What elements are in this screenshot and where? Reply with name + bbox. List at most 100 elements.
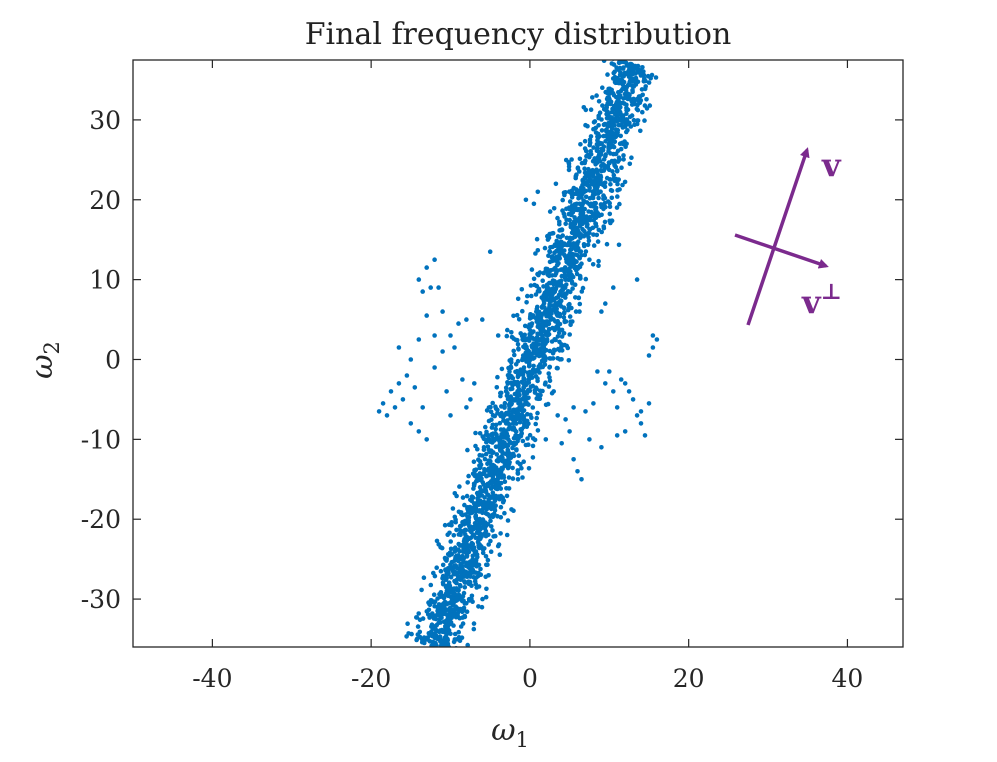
data-point [593, 177, 598, 183]
data-point [515, 460, 520, 465]
data-point [486, 532, 491, 538]
data-point [473, 507, 479, 512]
data-point [454, 586, 459, 591]
data-point [590, 95, 595, 100]
data-point [593, 162, 598, 167]
data-point [635, 107, 641, 113]
data-point [498, 393, 503, 399]
data-point [442, 599, 448, 605]
data-point [522, 376, 527, 382]
data-point [477, 452, 483, 458]
data-point [553, 285, 559, 291]
data-point [573, 295, 578, 300]
data-point [432, 599, 438, 605]
data-point [421, 575, 427, 580]
data-point [590, 181, 595, 187]
data-point [476, 604, 481, 609]
data-point [472, 381, 477, 386]
data-point [603, 381, 608, 386]
data-point [616, 122, 622, 128]
data-point [530, 313, 536, 318]
data-point [610, 143, 615, 149]
data-point [513, 337, 519, 343]
data-point [480, 596, 485, 602]
data-point [601, 225, 607, 231]
data-point [547, 365, 552, 370]
data-point [650, 333, 656, 338]
data-point [537, 325, 543, 331]
data-point [596, 99, 602, 104]
data-point [495, 374, 500, 380]
y-tick-label: 0 [105, 345, 121, 374]
data-point [450, 607, 456, 612]
data-point [496, 483, 502, 488]
data-point [562, 242, 567, 247]
data-point [548, 268, 554, 273]
data-point [555, 318, 560, 324]
data-point [608, 130, 613, 136]
data-point [427, 639, 433, 644]
data-point [511, 313, 516, 319]
x-axis-label: ω1 [491, 713, 529, 752]
data-point [530, 455, 536, 460]
data-point [587, 257, 592, 263]
data-point [587, 217, 593, 223]
data-point [612, 139, 618, 145]
data-point [543, 437, 549, 442]
data-point [653, 75, 659, 80]
data-point [476, 570, 481, 576]
data-point [493, 533, 498, 539]
data-point [558, 240, 563, 245]
data-point [586, 209, 591, 214]
data-point [595, 191, 601, 196]
data-point [607, 211, 613, 217]
data-point [489, 524, 494, 529]
data-point [614, 132, 620, 138]
data-point [446, 568, 451, 573]
data-point [635, 118, 640, 123]
data-point [561, 211, 567, 216]
data-point [546, 273, 552, 279]
data-point [475, 554, 480, 560]
data-point [502, 443, 507, 449]
data-point [434, 565, 440, 570]
data-point [577, 309, 582, 314]
data-point [591, 243, 597, 248]
data-point [535, 378, 540, 384]
data-point [505, 327, 510, 333]
y-axis: -30 -20 -10 0 10 20 30 [81, 106, 903, 614]
data-point [595, 239, 601, 244]
data-point [416, 429, 422, 434]
data-point [604, 90, 610, 96]
data-point [531, 201, 537, 207]
data-point [543, 268, 548, 274]
data-point [449, 649, 454, 654]
data-point [542, 245, 548, 251]
data-point [512, 352, 517, 358]
data-point [511, 435, 517, 441]
data-point [523, 394, 528, 400]
data-point [493, 436, 499, 442]
v-perp-arrow [734, 233, 829, 269]
data-point [621, 119, 627, 124]
data-point [457, 527, 463, 533]
data-point [524, 400, 529, 406]
data-point [584, 220, 589, 225]
data-point [563, 157, 569, 163]
data-point [542, 342, 547, 347]
data-point [376, 409, 382, 414]
data-point [477, 536, 483, 542]
data-point [579, 289, 585, 294]
data-point [539, 312, 545, 317]
data-point [554, 258, 560, 264]
data-point [528, 353, 533, 359]
data-point [618, 133, 623, 139]
data-point [614, 433, 620, 438]
data-point [498, 454, 504, 460]
data-point [625, 107, 631, 112]
data-point [640, 65, 645, 70]
data-point [622, 429, 628, 434]
data-point [511, 348, 516, 354]
data-point [476, 477, 482, 483]
data-point [617, 157, 622, 162]
